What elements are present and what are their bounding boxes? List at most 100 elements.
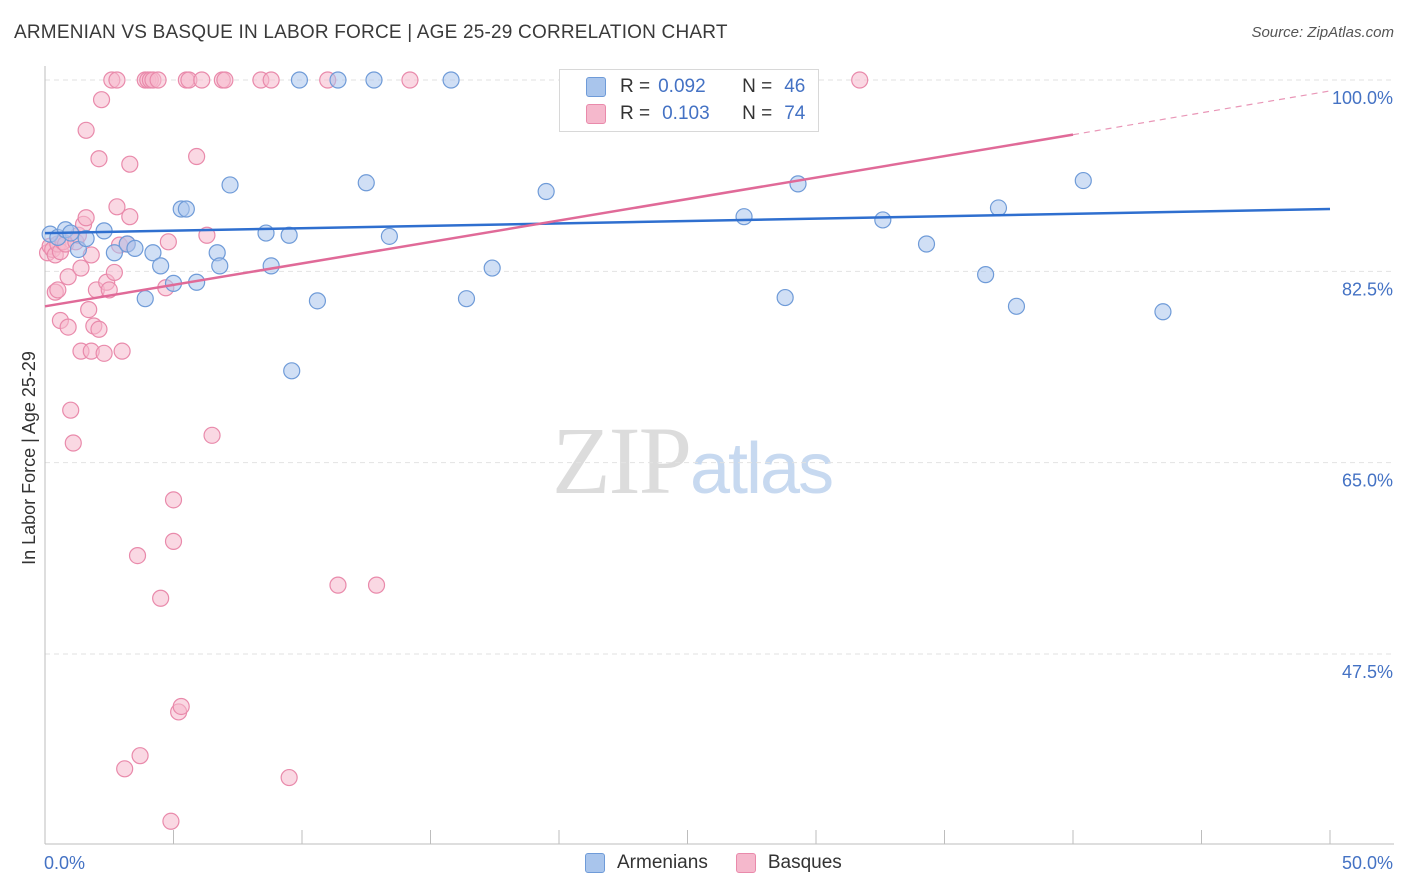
armenian-point	[77, 229, 95, 248]
legend-item-armenians: Armenians	[585, 852, 708, 874]
y-tick-label: 47.5%	[1342, 662, 1393, 682]
basque-point	[105, 263, 123, 282]
armenian-point	[308, 292, 327, 310]
basque-point	[90, 150, 108, 168]
basque-point	[203, 426, 221, 444]
legend-n-label: N =	[742, 103, 773, 124]
basque-point	[128, 546, 147, 565]
armenian-point	[257, 224, 275, 242]
axis-labels: 100.0% 82.5% 65.0% 47.5% 0.0% 50.0% In Labor F…	[19, 88, 1393, 873]
armenian-point	[776, 288, 794, 307]
trend-lines	[44, 90, 1331, 308]
basque-point	[95, 344, 113, 362]
armenian-point	[989, 199, 1008, 217]
armenian-point	[177, 200, 195, 218]
basque-point	[116, 760, 134, 778]
basque-point	[64, 434, 82, 452]
basque-point	[121, 155, 139, 173]
basque-point	[108, 198, 126, 216]
armenian-point	[136, 290, 154, 308]
basque-point	[59, 268, 77, 286]
legend-swatch-armenians	[586, 77, 606, 97]
watermark-atlas: atlas	[690, 429, 834, 509]
armenian-point	[290, 71, 309, 89]
basque-point	[72, 259, 90, 277]
x-tick-label: 50.0%	[1342, 853, 1393, 873]
legend-swatch-armenians	[585, 853, 605, 873]
armenian-point	[262, 257, 280, 275]
legend-r-label: R =	[620, 103, 651, 124]
basque-point	[49, 281, 67, 299]
legend-label-armenians: Armenians	[617, 852, 708, 873]
source-credit: Source: ZipAtlas.com	[1251, 24, 1394, 41]
armenian-point	[1007, 297, 1026, 315]
armenian-point	[357, 174, 375, 192]
armenian-point	[537, 182, 555, 201]
basque-point	[90, 320, 108, 338]
basque-point	[131, 747, 149, 765]
basque-point	[329, 576, 347, 594]
armenian-point	[874, 211, 892, 229]
legend-row-armenians: R = 0.092 N = 46	[586, 74, 805, 100]
basque-point	[80, 301, 98, 319]
basque-points	[38, 71, 869, 830]
basque-point	[193, 71, 211, 89]
basque-point	[77, 209, 95, 227]
basque-point	[164, 491, 183, 509]
legend-r-value: 0.092	[658, 76, 706, 97]
basque-point	[62, 401, 80, 419]
basque-point	[401, 71, 419, 89]
armenian-point	[457, 290, 476, 308]
legend-n-value: 46	[784, 76, 806, 97]
armenian-point	[329, 71, 347, 89]
basque-point	[280, 768, 298, 787]
grid-lines	[45, 79, 1394, 655]
armenian-point	[283, 362, 301, 380]
armenian-point	[380, 227, 398, 245]
basque-point	[149, 71, 167, 89]
legend-item-basques: Basques	[735, 852, 842, 874]
basque-point	[216, 71, 234, 89]
armenian-point	[735, 208, 753, 226]
legend-n-value: 74	[784, 103, 806, 124]
legend-n-label: N =	[742, 76, 773, 97]
basque-point	[162, 812, 180, 830]
armenian-point	[211, 257, 229, 275]
armenian-point	[365, 71, 383, 89]
basque-trend-extension	[1072, 90, 1331, 136]
basque-point	[159, 233, 177, 251]
legend-swatch-basques	[735, 853, 756, 873]
armenian-point	[483, 259, 501, 277]
armenian-point	[126, 239, 144, 257]
armenian-point	[1154, 303, 1172, 321]
basque-point	[851, 71, 869, 89]
basque-point	[92, 91, 111, 109]
axes	[44, 66, 1394, 845]
basque-point	[108, 71, 126, 89]
basque-point	[164, 532, 183, 550]
armenian-point	[977, 266, 995, 284]
chart-title: ARMENIAN VS BASQUE IN LABOR FORCE | AGE …	[14, 22, 728, 43]
legend-r-label: R =	[620, 76, 651, 97]
legend-label-basques: Basques	[767, 852, 842, 873]
legend-swatch-basques	[586, 104, 606, 124]
basque-point	[121, 208, 139, 226]
basque-point	[367, 576, 386, 594]
basque-point	[77, 121, 95, 139]
legend-r-value: 0.103	[662, 103, 710, 124]
y-tick-label: 82.5%	[1342, 279, 1393, 299]
basque-point	[172, 697, 190, 716]
x-tick-label: 0.0%	[44, 853, 85, 873]
armenian-point	[917, 235, 936, 253]
armenian-point	[1074, 171, 1092, 190]
basque-point	[262, 71, 280, 89]
armenian-point	[144, 244, 162, 262]
basque-point	[188, 147, 206, 166]
basque-point	[59, 318, 77, 336]
basque-point	[152, 589, 170, 607]
watermark-zip: ZIP	[552, 407, 692, 514]
armenian-point	[789, 175, 807, 193]
armenian-trend-line	[44, 207, 1331, 235]
armenian-point	[442, 71, 460, 89]
